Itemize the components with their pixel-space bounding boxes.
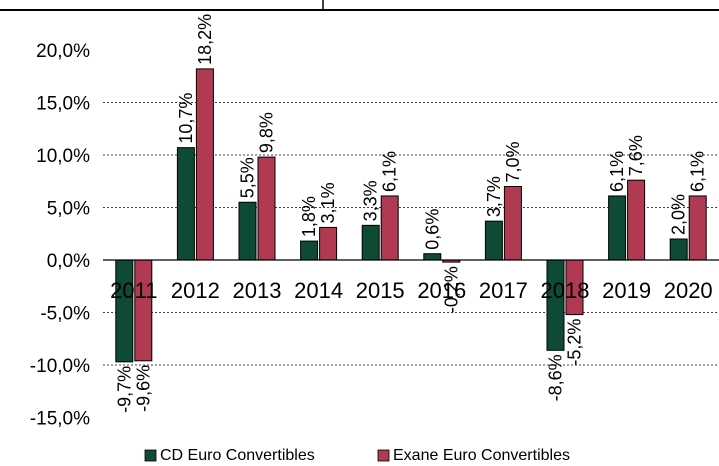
data-label-cd-2013: 5,5%	[238, 157, 258, 198]
data-label-exane-2017: 7,0%	[503, 141, 523, 182]
bar-exane-2011	[134, 259, 153, 362]
y-tick-label: 15,0%	[36, 94, 90, 115]
x-tick-label-2015: 2015	[356, 278, 405, 303]
y-tick-label: 20,0%	[36, 41, 90, 62]
bar-cd-2017	[484, 220, 503, 261]
x-axis-tick-labels: 2011 2012 2013 2014 2015 2016 2017 2018 2019 2020	[110, 278, 713, 303]
y-tick-label: 0,0%	[47, 251, 90, 272]
bar-exane-2020	[688, 195, 707, 261]
bar-exane-2015	[380, 195, 399, 261]
y-axis-tick-labels: 20,0% 15,0% 10,0% 5,0% 0,0% -5,0% -10,0% -15,0%	[30, 41, 90, 430]
data-labels: -9,7% -9,6% 10,7% 18,2% 5,5% 9,8% 1,8% 3,1% 3,3%…	[114, 14, 707, 413]
data-label-exane-2011: -9,6%	[133, 365, 153, 412]
data-label-exane-2018: -5,2%	[565, 319, 585, 366]
data-label-exane-2012: 18,2%	[195, 14, 215, 65]
data-label-cd-2019: 6,1%	[607, 151, 627, 192]
bar-cd-2019	[608, 195, 627, 261]
legend: CD Euro Convertibles Exane Euro Converti…	[144, 447, 570, 464]
bar-cd-2011	[115, 259, 134, 363]
data-label-cd-2017: 3,7%	[484, 176, 504, 217]
bar-exane-2013	[257, 156, 276, 261]
data-label-cd-2012: 10,7%	[176, 93, 196, 144]
x-tick-label-2018: 2018	[541, 278, 590, 303]
data-label-cd-2016: 0,6%	[422, 209, 442, 250]
x-tick-label-2016: 2016	[417, 278, 466, 303]
bar-exane-2017	[503, 186, 522, 261]
x-tick-label-2011: 2011	[110, 278, 157, 303]
legend-swatch-exane	[377, 449, 390, 462]
data-label-cd-2020: 2,0%	[669, 194, 689, 235]
y-tick-label: -15,0%	[30, 409, 90, 430]
legend-label-cd: CD Euro Convertibles	[160, 447, 315, 464]
data-label-exane-2014: 3,1%	[318, 182, 338, 223]
x-tick-label-2017: 2017	[479, 278, 528, 303]
data-label-cd-2018: -8,6%	[546, 354, 566, 401]
y-tick-label: -5,0%	[40, 304, 90, 325]
bar-exane-2012	[195, 68, 214, 261]
x-tick-label-2013: 2013	[233, 278, 282, 303]
bar-exane-2014	[319, 226, 338, 261]
legend-swatch-cd	[144, 449, 157, 462]
data-label-exane-2016: -0,2%	[441, 266, 461, 313]
x-tick-label-2014: 2014	[294, 278, 343, 303]
x-tick-label-2019: 2019	[602, 278, 651, 303]
x-tick-label-2012: 2012	[171, 278, 220, 303]
legend-label-exane: Exane Euro Convertibles	[393, 447, 570, 464]
x-tick-label-2020: 2020	[664, 278, 713, 303]
data-label-cd-2015: 3,3%	[361, 180, 381, 221]
bars	[115, 68, 707, 363]
bar-cd-2013	[238, 201, 257, 261]
bar-cd-2018	[546, 259, 565, 351]
y-tick-label: -10,0%	[30, 356, 90, 377]
bar-cd-2012	[176, 147, 195, 261]
y-tick-label: 5,0%	[47, 199, 90, 220]
data-label-cd-2014: 1,8%	[299, 196, 319, 237]
bar-cd-2020	[669, 238, 688, 261]
bar-cd-2015	[361, 224, 380, 261]
bar-cd-2014	[300, 240, 319, 261]
y-tick-label: 10,0%	[36, 146, 90, 167]
data-label-cd-2011: -9,7%	[114, 366, 134, 413]
bar-cd-2016	[423, 253, 442, 261]
data-label-exane-2013: 9,8%	[257, 112, 277, 153]
data-label-exane-2019: 7,6%	[626, 135, 646, 176]
data-label-exane-2015: 6,1%	[380, 151, 400, 192]
data-label-exane-2020: 6,1%	[688, 151, 708, 192]
bar-exane-2019	[627, 179, 646, 261]
